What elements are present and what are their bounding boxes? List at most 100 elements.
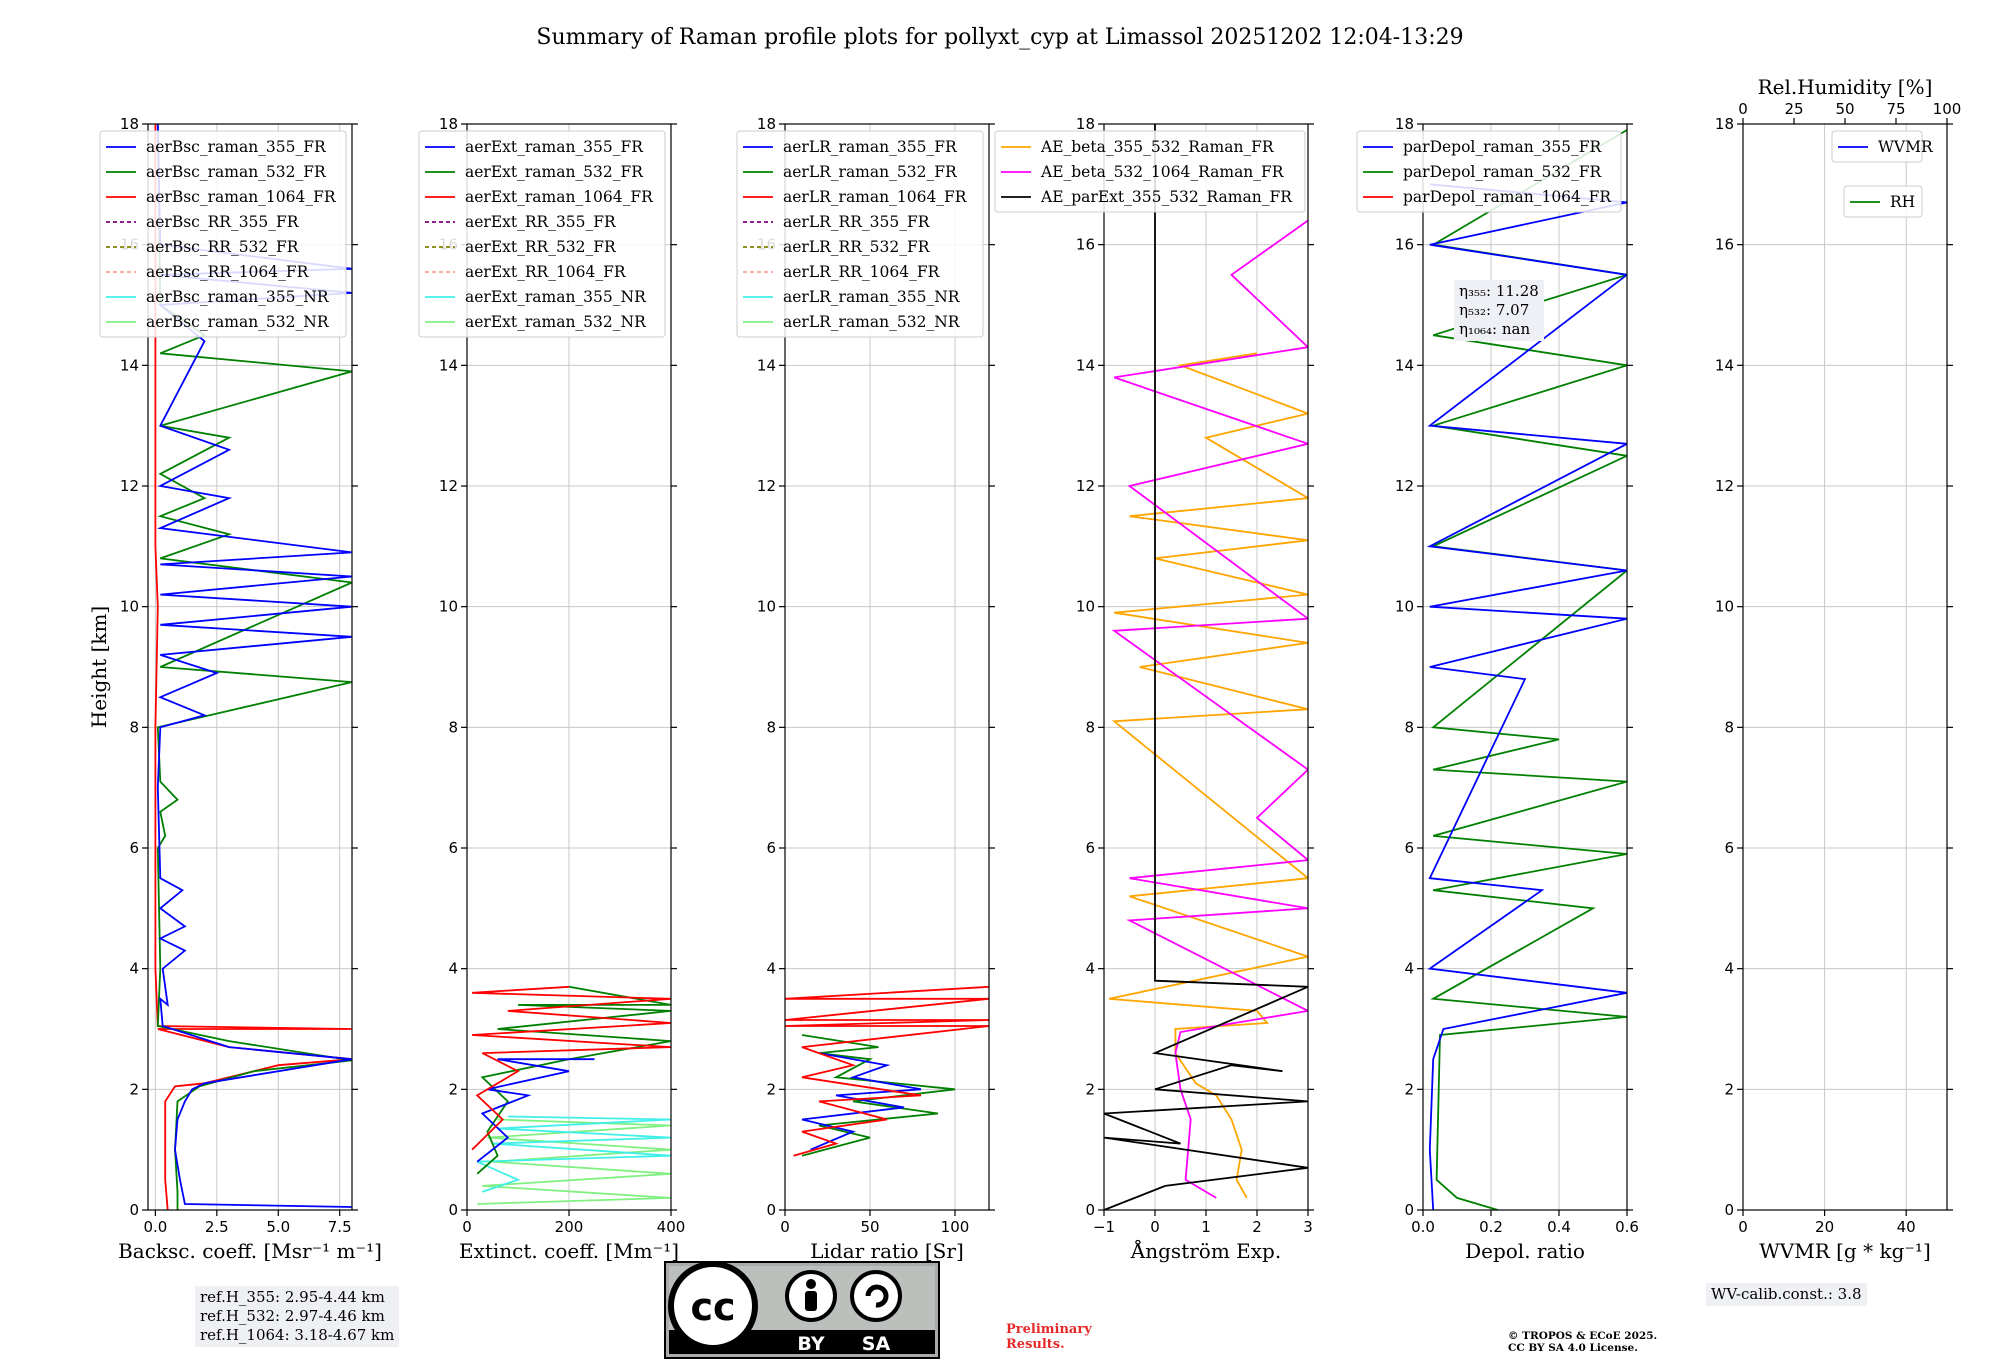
ae-ytick-label: 10	[1076, 598, 1095, 616]
wv-ytick-label: 16	[1715, 236, 1734, 254]
lr-frame	[784, 123, 990, 1211]
ext-series-aerExt_raman_532_FR	[476, 985, 671, 1175]
ae-ytick-label: 14	[1076, 356, 1095, 374]
dep-xtick-label: 0.4	[1547, 1218, 1571, 1236]
bsc-legend-label: aerBsc_raman_532_FR	[146, 163, 327, 181]
copyright-note: © TROPOS & ECoE 2025. CC BY SA 4.0 Licen…	[1508, 1330, 1657, 1354]
wv-ytick-label: 6	[1724, 839, 1734, 857]
dep-xtick-label: 0.0	[1411, 1218, 1435, 1236]
bsc-xtick-label: 2.5	[205, 1218, 229, 1236]
bsc-legend-label: aerBsc_RR_355_FR	[146, 213, 300, 231]
wv-top-xtick-label: 50	[1835, 100, 1854, 118]
figure-title: Summary of Raman profile plots for polly…	[536, 25, 1463, 50]
wv-xlabel: WVMR [g * kg⁻¹]	[1759, 1239, 1931, 1263]
lr-legend-label: aerLR_RR_1064_FR	[783, 263, 941, 281]
wv-top-xlabel: Rel.Humidity [%]	[1758, 75, 1933, 99]
preliminary-note: Preliminary Results.	[1006, 1322, 1092, 1352]
by-person-body	[805, 1291, 817, 1311]
ext-xtick-label: 400	[657, 1218, 686, 1236]
lr-xtick-label: 50	[860, 1218, 879, 1236]
preliminary-line-1: Preliminary	[1006, 1322, 1092, 1337]
ae-xlabel: Ångström Exp.	[1130, 1238, 1281, 1263]
preliminary-line-2: Results.	[1006, 1337, 1065, 1352]
dep-legend-label: parDepol_raman_532_FR	[1403, 163, 1603, 181]
badge-by-label: BY	[797, 1333, 824, 1355]
bsc-ylabel: Height [km]	[87, 606, 111, 728]
bsc-ytick-label: 6	[129, 839, 139, 857]
wv-xtick-label: 20	[1815, 1218, 1834, 1236]
wv-frame	[1742, 123, 1948, 1211]
dep-ytick-label: 4	[1404, 960, 1414, 978]
bsc-ytick-label: 12	[120, 477, 139, 495]
lr-ytick-label: 10	[757, 598, 776, 616]
dep-series-parDepol_raman_355_FR	[1426, 183, 1627, 1210]
dep-xtick-label: 0.2	[1479, 1218, 1503, 1236]
wv-legend-box	[1831, 130, 1923, 163]
bsc-ytick-label: 0	[129, 1201, 139, 1219]
lr-legend-label: aerLR_raman_532_NR	[783, 313, 961, 331]
wv-legend2-label: RH	[1890, 193, 1915, 211]
ae-xtick-label: 3	[1303, 1218, 1313, 1236]
bsc-legend-label: aerBsc_raman_1064_FR	[146, 188, 337, 206]
ext-ytick-label: 14	[439, 356, 458, 374]
dep-ytick-label: 18	[1395, 115, 1414, 133]
ae-xtick-label: 0	[1150, 1218, 1160, 1236]
ae-ytick-label: 16	[1076, 236, 1095, 254]
ae-xtick-label: −1	[1093, 1218, 1115, 1236]
dep-legend-label: parDepol_raman_355_FR	[1403, 138, 1603, 156]
dep-legend-label: parDepol_raman_1064_FR	[1403, 188, 1612, 206]
cc-logo-text: cc	[690, 1285, 735, 1329]
ae-legend-label: AE_beta_532_1064_Raman_FR	[1040, 163, 1285, 181]
ext-legend-label: aerExt_RR_355_FR	[465, 213, 617, 231]
bsc-ytick-label: 10	[120, 598, 139, 616]
ae-series-AE_parExt_355_532_Raman_FR	[1104, 124, 1308, 1210]
lr-legend-label: aerLR_raman_1064_FR	[783, 188, 968, 206]
bsc-xlabel: Backsc. coeff. [Msr⁻¹ m⁻¹]	[118, 1239, 382, 1263]
lr-legend-label: aerLR_raman_532_FR	[783, 163, 958, 181]
bsc-legend-label: aerBsc_RR_1064_FR	[146, 263, 310, 281]
wv-ytick-label: 10	[1715, 598, 1734, 616]
dep-frame	[1422, 123, 1628, 1211]
ext-ytick-label: 6	[448, 839, 458, 857]
ae-ytick-label: 8	[1085, 718, 1095, 736]
dep-ytick-label: 8	[1404, 718, 1414, 736]
ext-series-aerExt_raman_355_FR	[476, 1058, 595, 1163]
lr-xtick-label: 0	[780, 1218, 790, 1236]
lr-ytick-label: 12	[757, 477, 776, 495]
lr-series-aerLR_raman_1064_FR	[785, 985, 989, 1157]
ext-xtick-label: 0	[462, 1218, 472, 1236]
lr-ytick-label: 4	[766, 960, 776, 978]
depol-eta-box: η₃₅₅: 11.28 η₅₃₂: 7.07 η₁₀₆₄: nan	[1454, 280, 1544, 341]
ae-ytick-label: 2	[1085, 1080, 1095, 1098]
copyright-line-2: CC BY SA 4.0 License.	[1508, 1342, 1638, 1354]
wv-ytick-label: 18	[1715, 115, 1734, 133]
lr-xtick-label: 100	[941, 1218, 970, 1236]
lr-xlabel: Lidar ratio [Sr]	[810, 1239, 964, 1263]
wv-xtick-label: 0	[1738, 1218, 1748, 1236]
ext-ytick-label: 8	[448, 718, 458, 736]
ae-xtick-label: 2	[1252, 1218, 1262, 1236]
wv-top-xtick-label: 75	[1886, 100, 1905, 118]
dep-xtick-label: 0.6	[1615, 1218, 1639, 1236]
cc-circle	[668, 1261, 758, 1351]
panel-ext: 0246810121416180200400Extinct. coeff. [M…	[418, 115, 686, 1263]
dep-ytick-label: 14	[1395, 356, 1414, 374]
bsc-legend-label: aerBsc_raman_355_FR	[146, 138, 327, 156]
ext-ytick-label: 0	[448, 1201, 458, 1219]
ae-series-AE_beta_532_1064_Raman_FR	[1111, 219, 1308, 1199]
ae-legend-box	[994, 130, 1306, 213]
refheight-532: ref.H_532: 2.97-4.46 km	[200, 1307, 385, 1325]
ae-ytick-label: 4	[1085, 960, 1095, 978]
dep-ytick-label: 0	[1404, 1201, 1414, 1219]
ext-ytick-label: 10	[439, 598, 458, 616]
wv-legend-label: WVMR	[1878, 138, 1934, 156]
cc-by-sa-badge: cc BY SA	[664, 1261, 940, 1359]
lr-series-aerLR_raman_532_FR	[801, 1034, 956, 1157]
ae-xtick-label: 1	[1201, 1218, 1211, 1236]
dep-ytick-label: 12	[1395, 477, 1414, 495]
sa-share-arrow	[865, 1284, 889, 1308]
ext-ytick-label: 18	[439, 115, 458, 133]
